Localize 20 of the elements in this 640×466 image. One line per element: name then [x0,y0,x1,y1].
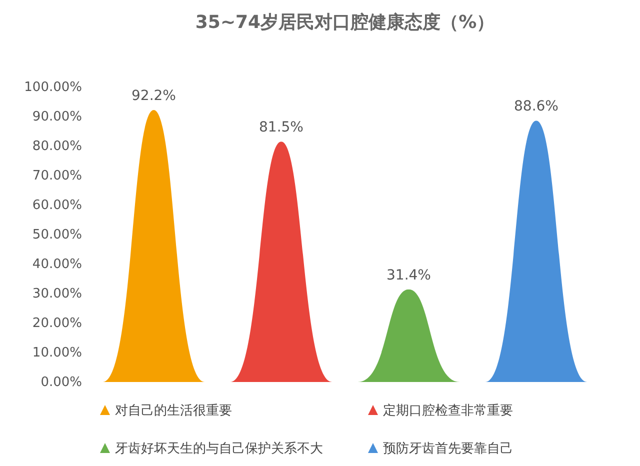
legend-label: 对自己的生活很重要 [115,404,232,419]
y-tick-label: 20.00% [32,316,82,332]
y-tick-label: 100.00% [24,80,82,96]
legend-label: 定期口腔检查非常重要 [383,404,513,419]
chart-title: 35~74岁居民对口腔健康态度（%） [195,12,495,33]
y-tick-label: 90.00% [32,110,82,125]
data-label: 92.2% [132,88,176,104]
y-tick-label: 60.00% [32,198,82,214]
legend-label: 牙齿好坏天生的与自己保护关系不大 [115,442,323,457]
y-tick-label: 10.00% [32,346,82,361]
y-tick-label: 30.00% [32,286,82,302]
legend-label: 预防牙齿首先要靠自己 [383,442,513,457]
data-label: 81.5% [259,120,304,136]
data-label: 88.6% [514,98,558,115]
y-tick-label: 40.00% [32,257,82,272]
data-label: 31.4% [386,267,431,284]
y-tick-label: 70.00% [32,168,82,184]
y-tick-label: 80.00% [32,139,82,154]
y-tick-label: 50.00% [32,228,82,243]
y-tick-label: 0.00% [40,375,82,390]
